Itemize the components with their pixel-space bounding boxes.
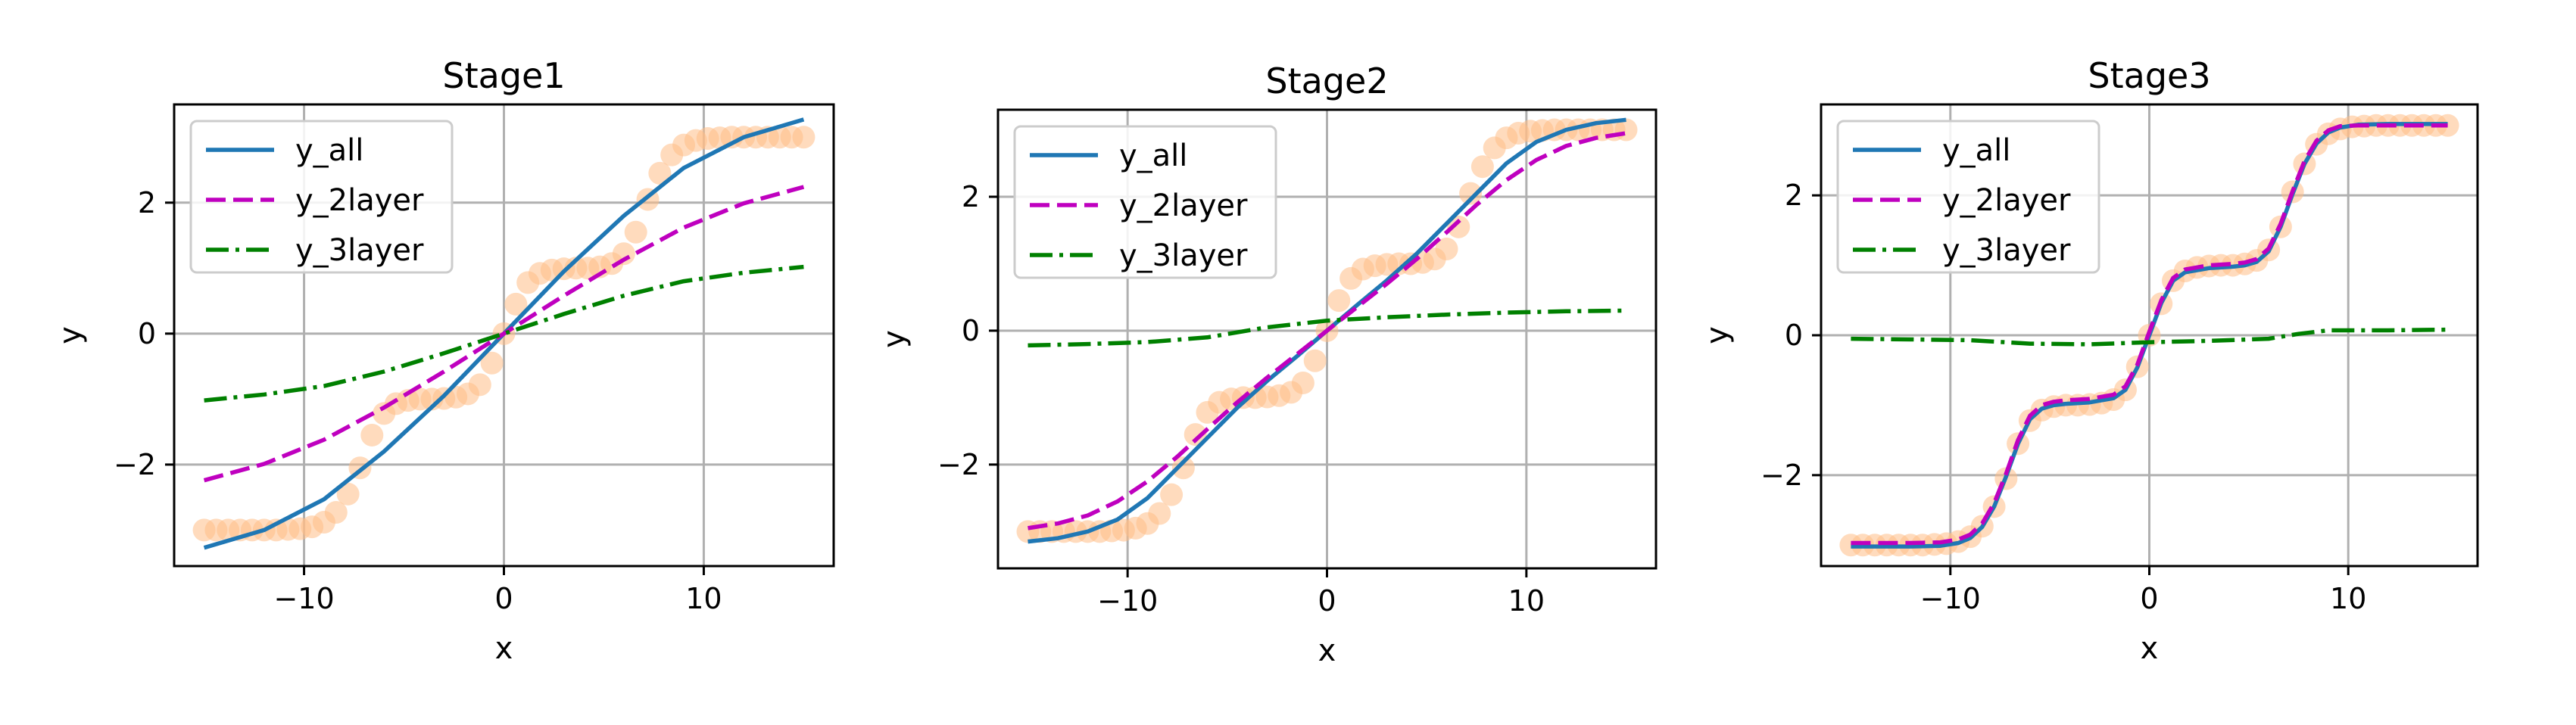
- stage3-series-y-3layer-line: [1851, 327, 2448, 347]
- stage2-x-axis-label: x: [1318, 633, 1336, 668]
- stage3-x-tick-label: 10: [2330, 582, 2366, 615]
- stage3-y-tick-label: −2: [1760, 459, 1803, 492]
- stage2-target-point: [1459, 182, 1483, 205]
- stage2-x-tick-label: 10: [1508, 584, 1545, 618]
- stage3-legend-label-y-3layer: y_3layer: [1942, 233, 2071, 268]
- stage1-target-point: [468, 373, 491, 397]
- stage2-legend-label-y-2layer: y_2layer: [1119, 188, 1248, 223]
- stage3-x-axis-label: x: [2141, 631, 2159, 666]
- stage1-x-axis-label: x: [495, 631, 513, 666]
- stage2-target-point: [1160, 483, 1184, 506]
- stage1-legend-label-y-2layer: y_2layer: [295, 183, 424, 218]
- stage1-x-tick-label: 0: [494, 582, 513, 615]
- stage2-target-point: [1184, 423, 1207, 447]
- stage2-target-point: [1148, 502, 1171, 525]
- stage1-y-tick-label: 2: [138, 186, 156, 219]
- stage2-x-tick-label: −10: [1097, 584, 1158, 618]
- stage3-y-tick-label: 2: [1785, 179, 1803, 212]
- stage2-target-point: [1291, 371, 1315, 394]
- stage2-legend: y_all y_2layer y_3layer: [1013, 125, 1277, 279]
- stage1-legend-label-y-all: y_all: [295, 133, 363, 168]
- stage3-y-axis-label: y: [1700, 326, 1735, 344]
- stage2-y-axis-label: y: [877, 330, 912, 348]
- stage3-legend-box: [1836, 120, 2100, 274]
- stage1-target-point: [360, 423, 384, 447]
- stage3-panel: Stage3 x y −10 0 10 −2 0 2 y_all y_2layer y_3lay…: [1700, 55, 2479, 666]
- stage2-target-point: [1303, 349, 1327, 372]
- stage2-series-y-3layer-line: [1028, 308, 1626, 348]
- stage3-legend-label-y-all: y_all: [1942, 133, 2010, 168]
- stage1-x-tick-label: −10: [273, 582, 334, 615]
- stage1-y-tick-label: 0: [138, 317, 156, 350]
- stage1-target-point: [336, 482, 360, 506]
- stage3-legend-label-y-2layer: y_2layer: [1942, 183, 2071, 218]
- stage1-target-point: [504, 292, 528, 316]
- stage2-target-point: [1447, 215, 1470, 238]
- stage1-legend: y_all y_2layer y_3layer: [189, 120, 454, 274]
- stage3-legend: y_all y_2layer y_3layer: [1836, 120, 2100, 274]
- stage1-title: Stage1: [442, 55, 565, 96]
- stage2-legend-box: [1013, 125, 1277, 279]
- stage2-x-tick-label: 0: [1318, 584, 1336, 618]
- stage1-target-point: [612, 242, 635, 266]
- stage2-panel: Stage2 x y −10 0 10 −2 0 2 y_all y_2layer y_3lay…: [877, 61, 1658, 668]
- stage2-target-point: [1327, 289, 1351, 313]
- stage1-y-axis-label: y: [53, 326, 88, 344]
- stage2-series-y-2layer-line: [1028, 131, 1626, 531]
- stage3-y-tick-label: 0: [1785, 319, 1803, 352]
- stage3-x-tick-label: 0: [2140, 582, 2158, 615]
- stage1-target-point: [648, 161, 672, 185]
- stage2-y-tick-label: −2: [937, 448, 980, 481]
- stage3-title: Stage3: [2088, 55, 2210, 96]
- stage2-target-point: [1435, 238, 1458, 261]
- stage2-legend-label-y-3layer: y_3layer: [1119, 238, 1248, 273]
- stage1-x-tick-label: 10: [685, 582, 722, 615]
- stage1-y-tick-label: −2: [114, 448, 156, 481]
- stage3-x-tick-label: −10: [1920, 582, 1981, 615]
- stage2-plot-area: [998, 110, 1656, 568]
- stage1-legend-box: [189, 120, 454, 274]
- stage1-panel: Stage1 x y −10 0 10 −2 0 2 y_all y_2layer y_3lay…: [53, 55, 835, 666]
- stage3-series-y-2layer-line: [1851, 123, 2448, 546]
- stage2-y-tick-label: 0: [962, 314, 980, 347]
- stage1-series-y-3layer-line: [204, 264, 804, 403]
- stage2-legend-label-y-all: y_all: [1119, 138, 1187, 173]
- stage2-title: Stage2: [1265, 61, 1388, 101]
- stage2-target-point: [1470, 155, 1494, 179]
- stage1-target-point: [792, 126, 816, 149]
- stage1-target-point: [324, 501, 348, 524]
- stage1-target-point: [624, 220, 647, 244]
- stage3-plot-area: [1821, 104, 2478, 566]
- stage2-y-tick-label: 2: [962, 180, 980, 213]
- stage1-target-point: [480, 351, 504, 375]
- stage1-series-y-2layer-line: [203, 185, 805, 483]
- stage1-legend-label-y-3layer: y_3layer: [295, 233, 424, 268]
- stage2-target-point: [1171, 456, 1195, 480]
